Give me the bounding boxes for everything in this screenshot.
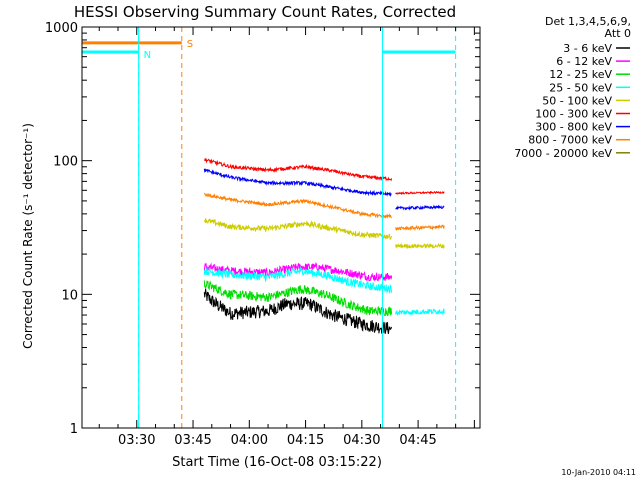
flag-label-n: N <box>144 50 151 61</box>
series-line-11 <box>395 242 445 250</box>
series-line-3 <box>203 266 393 295</box>
axes: 03:30 03:45 04:00 04:15 04:30 04:45 1 10 100 1000 <box>45 21 480 448</box>
x-tick-label-3: 04:15 <box>287 433 324 448</box>
x-tick-label-0: 03:30 <box>118 433 155 448</box>
series-line-5 <box>204 157 393 182</box>
legend-label-2: 12 - 25 keV <box>549 68 612 81</box>
x-tick-label-4: 04:30 <box>343 433 380 448</box>
series-line-12 <box>395 308 445 317</box>
legend-label-3: 25 - 50 keV <box>549 81 612 94</box>
legend-label-5: 100 - 300 keV <box>535 108 612 121</box>
legend-label-0: 3 - 6 keV <box>563 42 612 55</box>
series-line-6 <box>203 168 392 198</box>
series-line-1 <box>203 261 393 282</box>
series-line-2 <box>203 280 393 317</box>
x-axis-label: Start Time (16-Oct-08 03:15:22) <box>172 455 382 470</box>
y-tick-label-0: 1 <box>70 422 78 437</box>
legend-label-4: 50 - 100 keV <box>542 94 612 107</box>
series-line-10 <box>395 224 445 232</box>
legend-label-7: 800 - 7000 keV <box>528 134 612 147</box>
footer-timestamp: 10-Jan-2010 04:11 <box>561 468 636 477</box>
series-line-7 <box>203 192 392 220</box>
legend-header-line-2: Att 0 <box>605 27 631 40</box>
x-tick-label-1: 03:45 <box>174 433 211 448</box>
y-tick-label-2: 100 <box>53 155 78 170</box>
legend-label-8: 7000 - 20000 keV <box>514 147 612 160</box>
flag-label-s: S <box>187 39 193 50</box>
series-line-4 <box>203 218 393 240</box>
plot-frame <box>81 26 481 429</box>
y-axis-label: Corrected Count Rate (s⁻¹ detector⁻¹) <box>21 123 35 349</box>
x-tick-label-5: 04:45 <box>399 433 436 448</box>
series-line-0 <box>203 288 393 335</box>
y-tick-label-1: 10 <box>61 288 78 303</box>
x-tick-label-2: 04:00 <box>231 433 268 448</box>
chart-title: HESSI Observing Summary Count Rates, Cor… <box>74 3 456 21</box>
plot-area: SN <box>81 27 457 428</box>
legend-header-line-1: Det 1,3,4,5,6,9, <box>545 15 631 28</box>
legend-label-6: 300 - 800 keV <box>535 121 612 134</box>
series-line-8 <box>395 190 445 196</box>
legend-label-1: 6 - 12 keV <box>556 55 612 68</box>
series-line-9 <box>395 204 445 211</box>
y-tick-label-3: 1000 <box>45 21 78 36</box>
